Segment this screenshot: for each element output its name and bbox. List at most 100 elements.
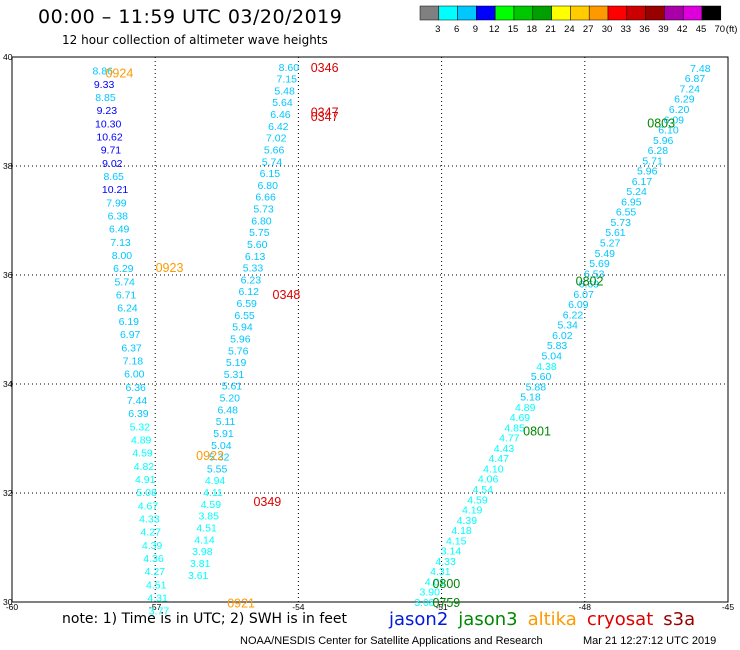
swh-value-label: 6.97	[120, 329, 141, 341]
swh-value-label: 5.08	[136, 487, 157, 499]
plot-border	[11, 56, 729, 603]
swh-value-label: 7.24	[679, 83, 700, 95]
swh-value-label: 4.51	[146, 579, 167, 591]
swh-value-label: 5.64	[272, 97, 293, 109]
legend-jason2: jason2	[389, 609, 449, 630]
swh-value-label: 6.20	[669, 104, 690, 116]
swh-value-label: 9.23	[97, 105, 118, 117]
swh-value-label: 5.74	[114, 276, 135, 288]
y-tick-label: 40	[3, 52, 13, 62]
swh-value-label: 4.36	[143, 553, 164, 565]
swh-value-label: 5.20	[220, 393, 241, 405]
swh-value-label: 4.51	[196, 522, 217, 534]
swh-value-label: 6.02	[552, 330, 573, 342]
pass-time-label: 0922	[196, 449, 224, 463]
swh-value-label: 8.60	[279, 62, 300, 74]
colorbar-swatch	[513, 5, 534, 21]
swh-value-label: 6.42	[268, 121, 289, 133]
swh-value-label: 6.29	[674, 94, 695, 106]
colorbar-swatch	[551, 5, 571, 21]
swh-value-label: 6.95	[621, 196, 642, 208]
swh-value-label: 5.73	[253, 204, 274, 216]
swh-value-label: 6.17	[632, 176, 653, 188]
swh-value-label: 6.24	[117, 303, 138, 315]
swh-value-label: 10.30	[95, 118, 121, 130]
colorbar-swatch	[532, 5, 552, 21]
swh-value-label: 9.02	[102, 158, 123, 170]
colorbar-swatch	[438, 5, 458, 21]
swh-value-label: 5.61	[222, 381, 243, 393]
swh-value-label: 4.69	[510, 412, 531, 424]
swh-value-label: 4.94	[205, 475, 226, 487]
pass-time-label: 0923	[156, 261, 184, 275]
swh-value-label: 8.00	[112, 250, 133, 262]
grid-lines	[12, 57, 728, 602]
colorbar-label: 42	[677, 24, 688, 35]
swh-value-label: 6.46	[270, 109, 291, 121]
colorbar-swatch	[588, 5, 609, 21]
swh-value-label: 10.62	[96, 131, 122, 143]
swh-value-label: 5.61	[605, 227, 626, 239]
swh-value-label: 5.96	[653, 135, 674, 147]
x-tick-label: -57	[149, 602, 162, 612]
pass-time-label: 0921	[227, 597, 255, 611]
swh-value-label: 5.66	[264, 144, 285, 156]
swh-value-label: 4.59	[467, 494, 488, 506]
swh-value-label: 5.69	[589, 258, 610, 270]
swh-value-label: 4.85	[504, 422, 525, 434]
colorbar-swatch	[419, 5, 440, 21]
x-tick-label: -51	[435, 602, 448, 612]
swh-value-label: 5.49	[595, 248, 616, 260]
swh-value-label: 6.49	[109, 224, 130, 236]
swh-value-label: 4.18	[451, 525, 472, 537]
swh-value-label: 6.69	[579, 279, 600, 291]
legend-jason3: jason3	[458, 609, 518, 630]
swh-value-label: 4.11	[203, 487, 223, 499]
swh-value-label: 4.39	[457, 515, 478, 527]
swh-value-label: 7.48	[690, 63, 711, 75]
swh-value-label: 4.27	[145, 566, 166, 578]
swh-value-label: 6.87	[685, 73, 706, 85]
swh-value-label: 5.32	[130, 421, 151, 433]
swh-value-label: 6.28	[648, 145, 669, 157]
swh-value-label: 5.91	[213, 428, 234, 440]
y-tick-label: 32	[3, 488, 13, 498]
swh-value-label: 6.00	[124, 369, 145, 381]
swh-value-label: 5.31	[224, 369, 245, 381]
swh-value-label: 6.29	[113, 263, 134, 275]
swh-value-label: 6.48	[217, 404, 238, 416]
y-tick-label: 34	[3, 379, 13, 389]
swh-value-label: 8.85	[95, 92, 116, 104]
pass-time-label: 0802	[576, 274, 604, 288]
plot-frame	[11, 56, 729, 603]
swh-value-label: 5.73	[611, 217, 632, 229]
swh-value-label: 5.60	[531, 371, 552, 383]
swh-value-label: 5.19	[226, 357, 247, 369]
swh-value-label: 5.55	[207, 463, 228, 475]
swh-value-label: 7.44	[127, 395, 148, 407]
colorbar-swatch	[457, 5, 477, 21]
colorbar-swatch	[476, 5, 496, 21]
colorbar: 3 6 9 12 15 18 21 24 27 30 33 36 39 42 45 70 (ft)	[419, 5, 738, 35]
swh-value-label: 5.48	[274, 85, 295, 97]
colorbar-units: (ft)	[726, 24, 738, 35]
swh-value-label: 7.15	[277, 74, 298, 86]
pass-time-label: 0800	[432, 577, 460, 591]
colorbar-swatch	[701, 5, 722, 21]
swh-value-label: 5.75	[249, 227, 270, 239]
swh-value-label: 3.08	[414, 597, 435, 609]
swh-value-label: 4.47	[488, 453, 509, 465]
swh-value-label: 3.90	[420, 587, 441, 599]
swh-value-label: 5.33	[243, 263, 264, 275]
swh-value-label: 6.39	[128, 408, 149, 420]
swh-value-label: 5.83	[547, 340, 568, 352]
colorbar-swatch	[664, 5, 684, 21]
swh-value-label: 6.80	[258, 180, 279, 192]
swh-value-label: 5.04	[211, 440, 232, 452]
swh-value-label: 4.33	[139, 514, 160, 526]
swh-value-label: 6.10	[658, 125, 679, 137]
swh-value-label: 4.89	[131, 434, 152, 446]
swh-value-label: 5.32	[209, 452, 230, 464]
swh-value-label: 4.54	[473, 484, 494, 496]
